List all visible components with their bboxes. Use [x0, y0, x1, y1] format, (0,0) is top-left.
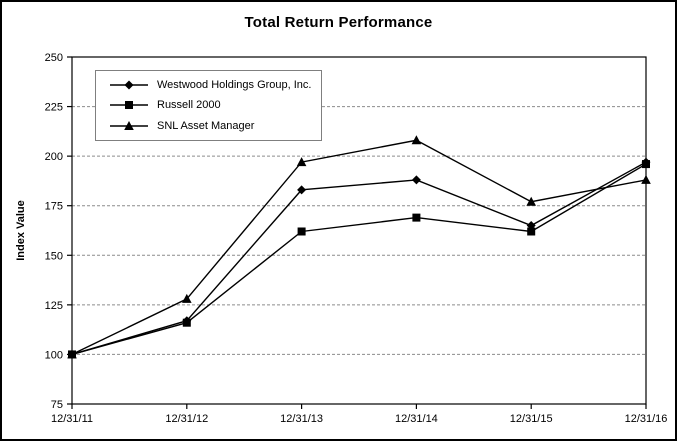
x-tick-label: 12/31/12 [165, 413, 208, 425]
square-marker [527, 227, 536, 236]
series-line-russell-2000 [71, 163, 647, 356]
triangle-marker [182, 293, 192, 303]
x-tick-label: 12/31/13 [280, 413, 323, 425]
triangle-marker [411, 135, 422, 145]
x-tick-label: 12/31/16 [625, 413, 668, 425]
y-tick-label: 100 [45, 349, 63, 361]
plot-border [71, 56, 647, 405]
x-tick-label: 12/31/14 [395, 413, 438, 425]
diamond-marker [411, 175, 421, 185]
y-tick-label: 175 [45, 201, 63, 213]
x-tick-label: 12/31/15 [510, 413, 553, 425]
triangle-marker [67, 349, 77, 359]
y-tick-label: 200 [45, 151, 63, 163]
diamond-marker-icon [110, 80, 148, 90]
legend-item-russell: Russell 2000 [109, 99, 321, 111]
legend-item-westwood: Westwood Holdings Group, Inc. [109, 79, 321, 91]
square-marker [412, 213, 421, 222]
legend-label-westwood: Westwood Holdings Group, Inc. [157, 79, 312, 92]
y-tick-label: 75 [51, 399, 63, 411]
legend-item-snl: SNL Asset Manager [109, 120, 321, 132]
y-tick-label: 125 [45, 300, 63, 312]
legend: Westwood Holdings Group, Inc. Russell 20… [95, 70, 322, 141]
square-marker [297, 227, 306, 236]
y-tick-label: 150 [45, 250, 63, 262]
square-marker [182, 318, 191, 327]
triangle-marker [526, 196, 536, 206]
diamond-marker [297, 185, 307, 195]
y-tick-label: 225 [45, 102, 63, 114]
triangle-marker-icon [110, 120, 148, 130]
chart-title: Total Return Performance [244, 14, 433, 31]
series-line-snl-asset-manager [71, 139, 647, 356]
series-line-westwood-holdings-group-inc [71, 161, 647, 356]
triangle-marker [641, 174, 651, 184]
x-tick-label: 12/31/11 [51, 413, 93, 425]
square-marker-icon [110, 101, 148, 110]
triangle-marker [296, 157, 307, 167]
square-marker [642, 160, 650, 169]
y-tick-label: 250 [45, 52, 63, 64]
legend-label-russell: Russell 2000 [157, 99, 221, 112]
legend-label-snl: SNL Asset Manager [157, 119, 255, 132]
